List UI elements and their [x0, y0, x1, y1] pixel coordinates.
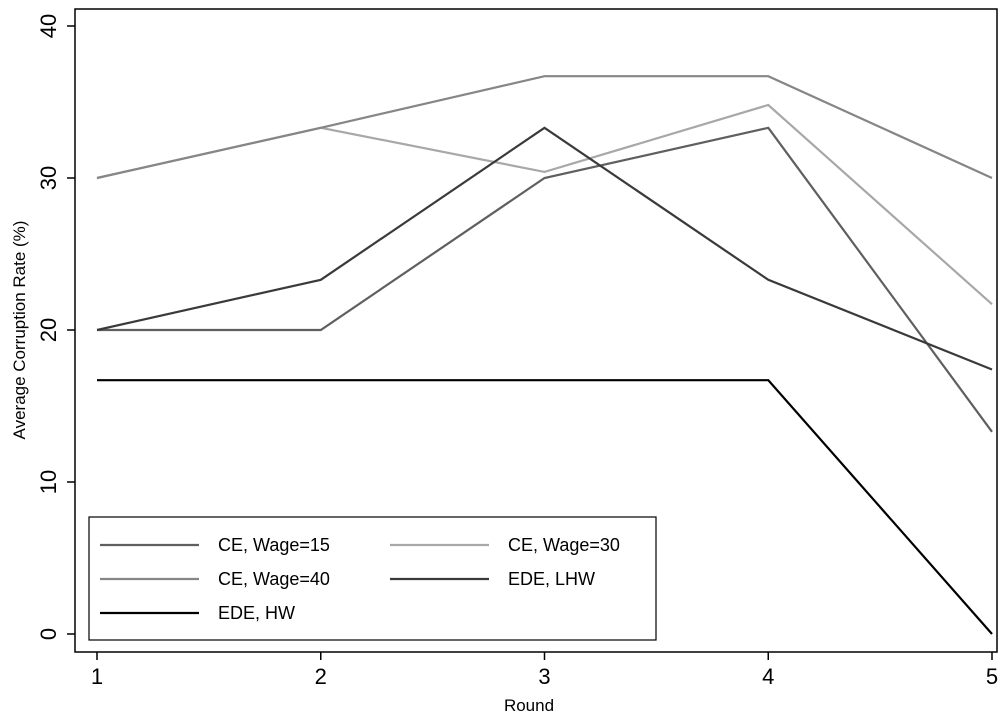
x-axis-title: Round — [504, 696, 554, 715]
series-line-5 — [97, 379, 993, 635]
series-line-1 — [97, 126, 993, 433]
legend-label-3: CE, Wage=40 — [218, 569, 330, 589]
series-line-3 — [96, 75, 993, 180]
x-tick-label: 5 — [986, 664, 998, 689]
legend-label-2: CE, Wage=30 — [508, 535, 620, 555]
legend-label-5: EDE, HW — [218, 603, 295, 623]
series-layer — [96, 75, 993, 635]
legend-label-1: CE, Wage=15 — [218, 535, 330, 555]
x-tick-label: 2 — [315, 664, 327, 689]
legend-label-4: EDE, LHW — [508, 569, 595, 589]
y-tick-label: 10 — [36, 470, 61, 494]
series-line-4 — [96, 126, 993, 371]
y-tick-label: 0 — [36, 628, 61, 640]
y-tick-label: 30 — [36, 166, 61, 190]
x-tick-label: 1 — [91, 664, 103, 689]
y-tick-label: 20 — [36, 318, 61, 342]
y-axis: 0 10 20 30 40 — [36, 14, 75, 640]
series-line-2 — [96, 103, 993, 306]
x-axis: 1 2 3 4 5 — [91, 652, 998, 689]
y-tick-label: 40 — [36, 14, 61, 38]
x-tick-label: 4 — [762, 664, 774, 689]
y-axis-title: Average Corruption Rate (%) — [10, 221, 29, 440]
legend: CE, Wage=15 CE, Wage=30 CE, Wage=40 EDE, LH… — [88, 516, 657, 641]
x-tick-label: 3 — [538, 664, 550, 689]
